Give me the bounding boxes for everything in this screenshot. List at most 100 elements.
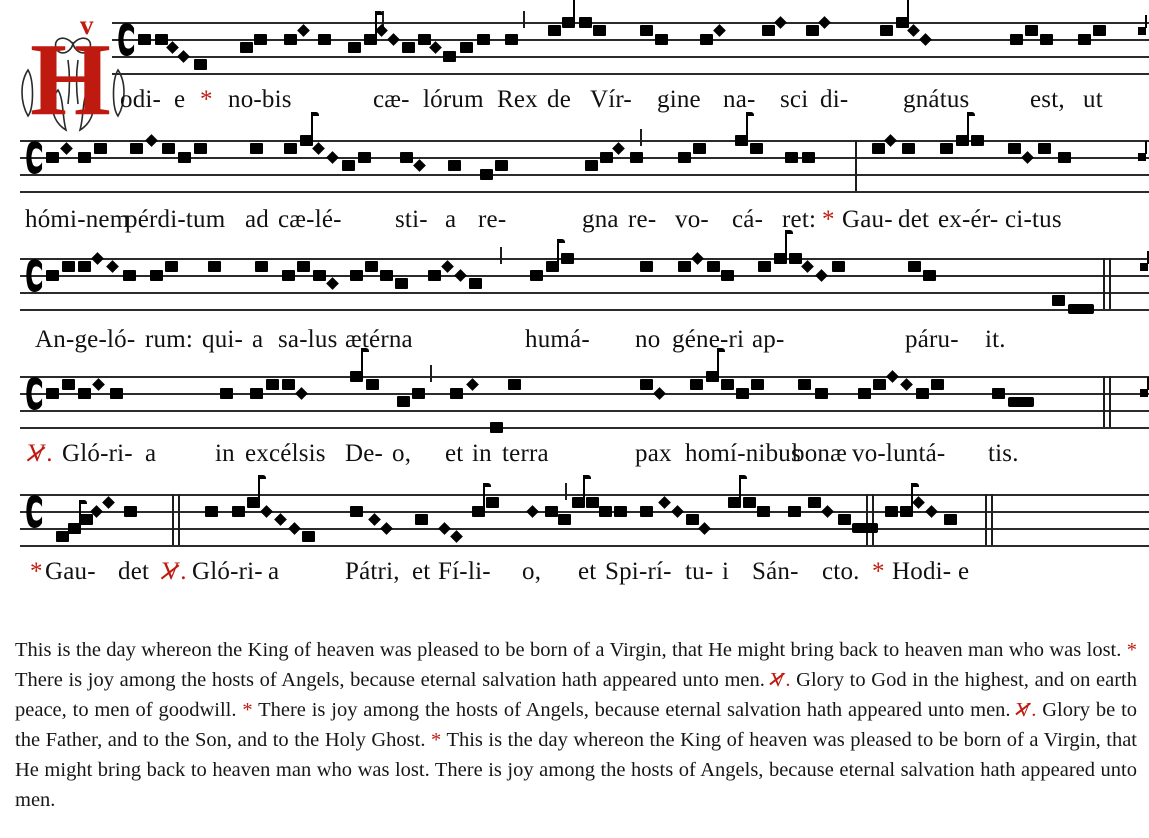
custos-stem [1147,377,1149,390]
neume-punctum-square [350,269,363,281]
neume-virga-stem [967,112,969,136]
neume-punctum-square [205,505,218,517]
lyric-syllable: pérdi-tum [125,206,226,233]
translation-red-mark: V. [771,669,791,691]
staff-line [20,157,1149,159]
lyric-syllable: cæ-lé- [278,206,342,233]
neume-punctum-square [486,497,499,508]
staff-line [20,410,1149,412]
neume-punctum-square [178,151,191,163]
neume-virga-head [896,16,909,28]
lyric-red-mark: * [822,206,835,233]
neume-virga-stem [583,474,585,499]
lyric-syllable: gine [657,86,701,113]
translation-red-mark: * [431,728,442,751]
staff-line [20,275,1149,277]
neume-virga-flag [913,483,919,487]
neume-punctum-square [873,379,886,390]
neume-rhombus-diamond [312,142,325,155]
neume-punctum-square [1093,25,1106,36]
neume-punctum-square [971,134,984,146]
lyric-syllable: a [252,326,264,353]
lyric-syllable: humá- [525,326,590,353]
neume-virga-head [774,252,787,264]
neume-punctum-square [418,33,431,45]
neume-punctum-square [599,505,612,517]
c-clef-icon [26,139,43,176]
neume-rhombus-diamond [387,32,400,46]
neume-rhombus-diamond [801,260,814,273]
neume-punctum-square [460,42,473,53]
lyric-syllable: lórum [423,86,484,113]
double-barline [172,494,174,545]
neume-punctum-square [789,252,802,264]
neume-punctum-square [678,151,691,163]
neume-punctum-square [46,269,59,281]
neume-virga-stem [483,483,485,507]
staff-line [20,376,1149,378]
neume-punctum-square [750,143,763,154]
neume-virga-flag [313,112,319,116]
lyric-red-mark: * [872,558,885,585]
neume-punctum-square [838,514,851,525]
neume-rhombus-diamond [438,521,451,535]
neume-virga-flag [719,348,725,352]
neume-rhombus-diamond [288,521,301,535]
lyric-syllable: in [215,440,235,467]
neume-punctum-square [815,387,828,399]
neume-rhombus-diamond [815,268,828,282]
quarter-bar-tick [565,483,567,500]
lyric-syllable: et [578,558,597,585]
neume-punctum-square [808,497,821,508]
neume-punctum-square [412,387,425,399]
neume-punctum-square [150,269,163,281]
lyric-syllable: Vír- [590,86,632,113]
neume-punctum-square [165,261,178,272]
quarter-bar-tick [500,247,502,264]
neume-punctum-square [508,379,521,390]
mode-label: v [80,10,94,40]
neume-punctum-square [194,143,207,154]
neume-punctum-square [365,261,378,272]
neume-punctum-square [655,33,668,45]
lyric-syllable: Hodi- [892,558,952,585]
neume-punctum-square [155,33,168,45]
lyric-syllable: det [898,206,930,233]
neume-punctum-square [858,387,871,399]
lyric-syllable: Gau- [842,206,893,233]
neume-rhombus-diamond [429,41,442,54]
lyric-syllable: et [445,440,464,467]
lyric-syllable: qui- [202,326,244,353]
neume-punctum-square [880,25,893,36]
neume-punctum-square [240,42,253,53]
neume-punctum-square [788,505,801,517]
staff-line [112,73,1149,75]
neume-rhombus-diamond [774,15,787,29]
neume-rhombus-diamond [375,24,388,37]
lyric-syllable: re- [628,206,657,233]
neume-rhombus-diamond [413,159,426,172]
neume-punctum-square [721,269,734,281]
neume-punctum-square [902,143,915,154]
neume-virga-flag [363,348,369,352]
versicle-icon: V [1016,695,1031,725]
lyric-syllable: a [145,440,157,467]
lyric-syllable: ex-ér- [938,206,999,233]
neume-punctum-square [885,505,898,517]
lyric-syllable: ad [245,206,269,233]
lyric-syllable: li- [468,558,491,585]
neume-punctum-square [400,151,413,163]
neume-rhombus-diamond [274,513,287,526]
neume-punctum-square [78,387,91,399]
neume-oblique [852,523,878,533]
neume-punctum-square [266,379,279,390]
neume-rhombus-diamond [92,378,105,391]
neume-rhombus-diamond [886,369,899,383]
lyric-syllable: cto. [822,558,860,585]
double-barline [872,494,874,545]
neume-punctum-square [1040,33,1053,45]
lyric-syllable: sci [780,86,809,113]
barline [855,140,857,191]
neume-punctum-square [916,387,929,399]
neume-rhombus-diamond [466,378,479,391]
